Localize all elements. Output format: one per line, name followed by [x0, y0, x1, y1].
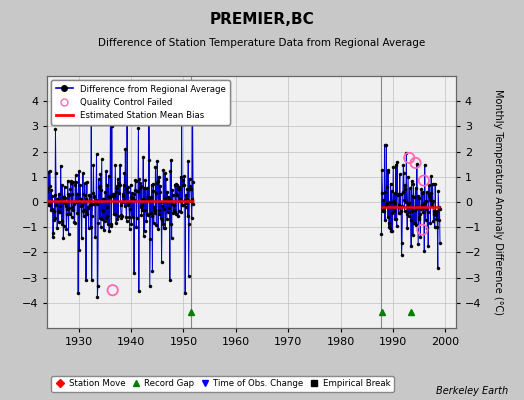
Difference from Regional Average [46, 203, 52, 208]
Y-axis label: Monthly Temperature Anomaly Difference (°C): Monthly Temperature Anomaly Difference (… [493, 89, 503, 315]
Difference from Regional Average [94, 295, 101, 300]
Difference from Regional Average [190, 201, 196, 206]
Legend: Difference from Regional Average, Quality Control Failed, Estimated Station Mean: Difference from Regional Average, Qualit… [51, 80, 230, 124]
Difference from Regional Average [77, 248, 83, 253]
Difference from Regional Average [44, 189, 50, 194]
Difference from Regional Average [166, 196, 172, 201]
Quality Control Failed [420, 177, 428, 184]
Text: Difference of Station Temperature Data from Regional Average: Difference of Station Temperature Data f… [99, 38, 425, 48]
Quality Control Failed [411, 160, 420, 166]
Difference from Regional Average [107, 101, 114, 106]
Quality Control Failed [405, 155, 413, 161]
Quality Control Failed [108, 287, 117, 294]
Difference from Regional Average [127, 207, 133, 212]
Text: PREMIER,BC: PREMIER,BC [210, 12, 314, 27]
Legend: Station Move, Record Gap, Time of Obs. Change, Empirical Break: Station Move, Record Gap, Time of Obs. C… [51, 376, 394, 392]
Text: Berkeley Earth: Berkeley Earth [436, 386, 508, 396]
Difference from Regional Average [88, 225, 94, 230]
Difference from Regional Average [165, 194, 171, 199]
Quality Control Failed [418, 226, 427, 233]
Line: Difference from Regional Average: Difference from Regional Average [46, 102, 195, 299]
